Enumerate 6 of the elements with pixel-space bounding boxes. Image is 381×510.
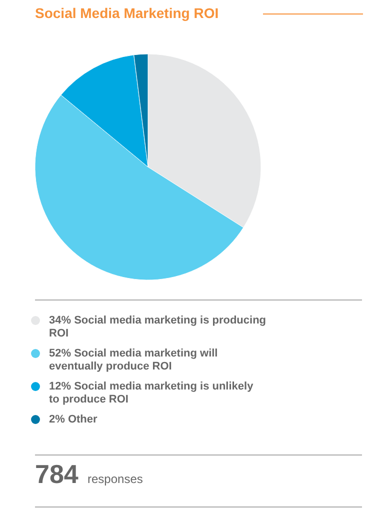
text: 784 responses [35,459,143,489]
legend-label: 52% Social media marketing will eventually produce ROI [49,348,218,372]
legend-label: 2% Other [49,414,98,426]
legend-label: 34% Social media marketing is producing ROI [49,314,266,340]
chart-title: Social Media Marketing ROI [35,5,219,21]
legend-label: 12% Social media marketing is unlikely to produce ROI [49,380,254,406]
